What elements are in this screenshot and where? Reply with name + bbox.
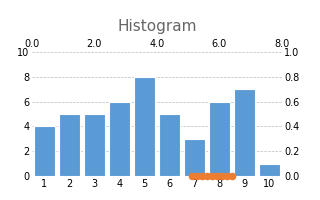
Bar (59, 114, 80, 176)
Point (199, 174, 204, 178)
Bar (259, 164, 280, 176)
Bar (134, 77, 155, 176)
Point (224, 174, 229, 178)
Point (189, 174, 194, 178)
Point (204, 174, 209, 178)
Point (219, 174, 224, 178)
Point (209, 174, 214, 178)
Bar (209, 102, 230, 176)
Title: Histogram: Histogram (117, 19, 196, 34)
Bar (84, 114, 105, 176)
Bar (34, 126, 55, 176)
Bar (159, 114, 180, 176)
Point (214, 174, 219, 178)
Point (194, 174, 199, 178)
Bar (184, 139, 205, 176)
Bar (109, 102, 130, 176)
Point (229, 174, 234, 178)
Bar (234, 89, 255, 176)
